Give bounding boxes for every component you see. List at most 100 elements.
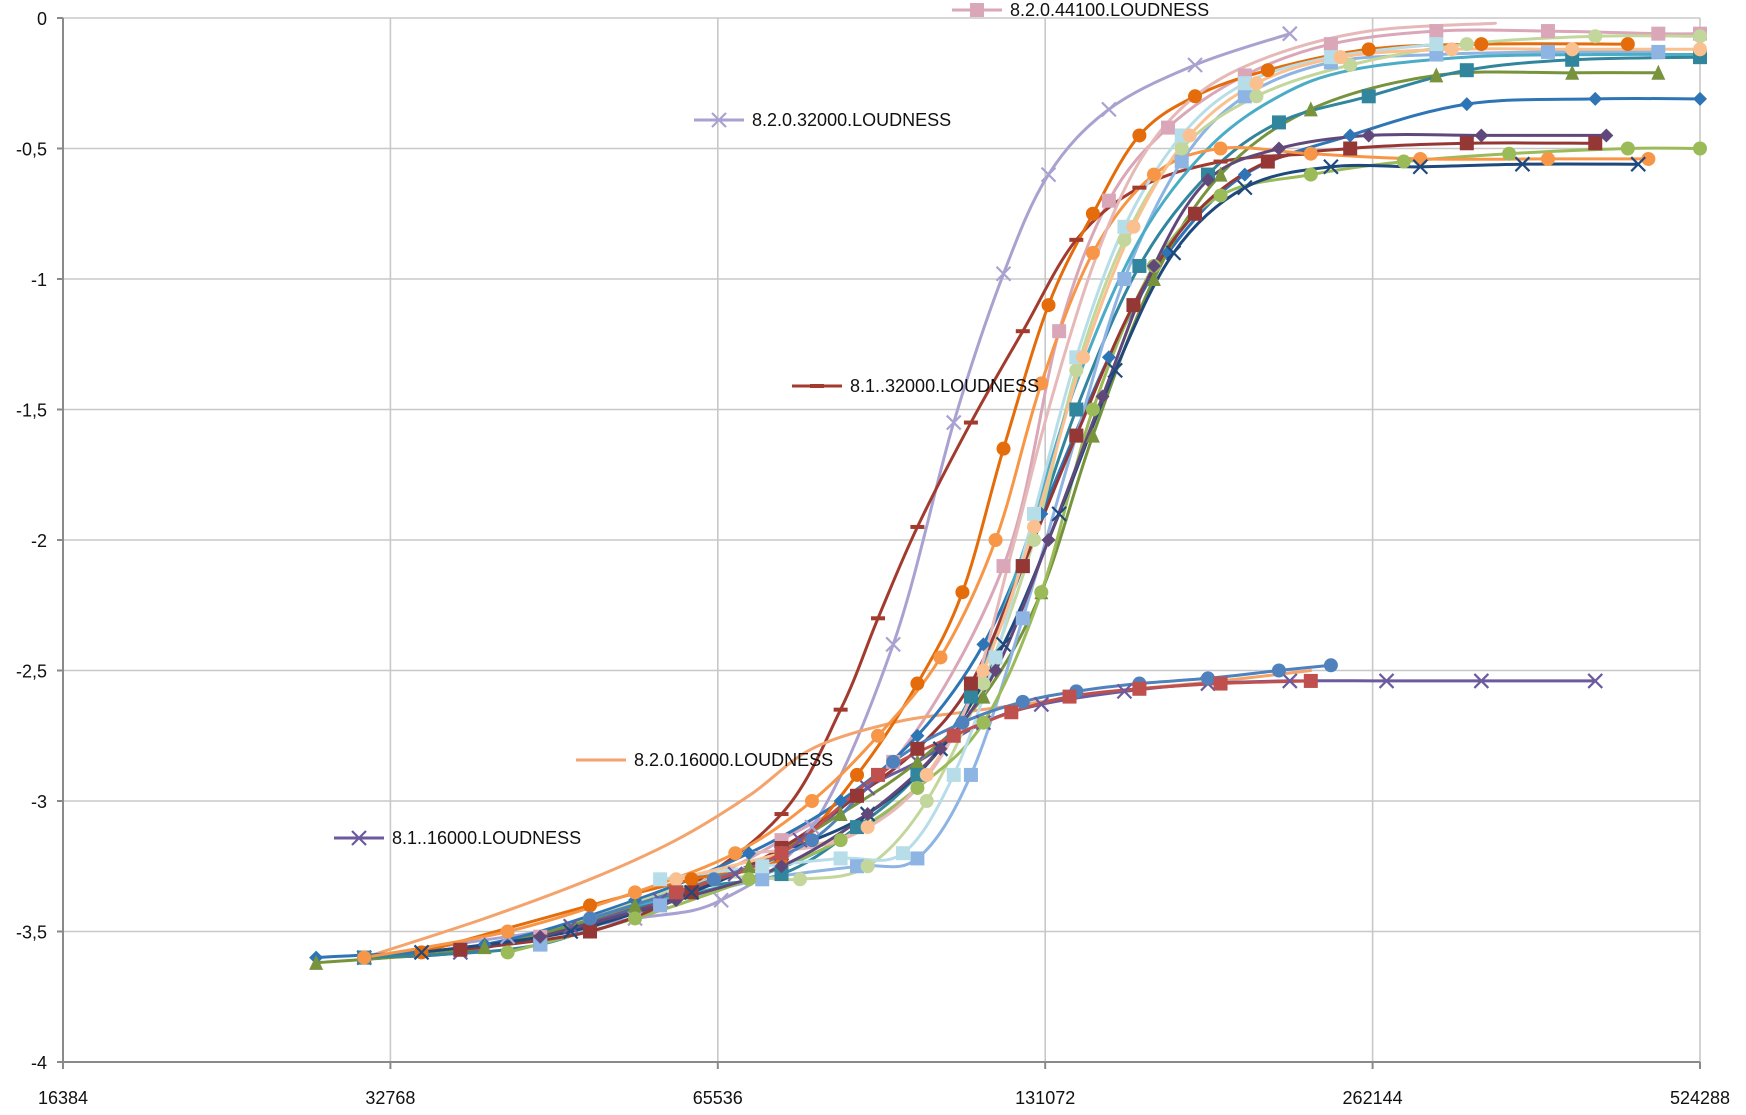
data-point-circle [1396, 154, 1411, 169]
data-point-square [1459, 63, 1474, 78]
data-point-square [774, 846, 789, 861]
data-point-x [995, 636, 1012, 653]
data-point-diamond [1237, 167, 1252, 182]
axes: 0 -0,5 -1 -1,5 -2 -2,5 -3 -3,5 -4 16384 32768 65536… [16, 9, 1730, 1108]
data-point-circle [706, 872, 721, 887]
data-point-circle [1620, 141, 1635, 156]
data-point-square [1015, 559, 1030, 574]
grid-lines [62, 17, 1701, 1063]
data-point-diamond [1095, 389, 1110, 404]
series-label-text: 8.1..32000.LOUDNESS [850, 376, 1039, 396]
series-label-text: 8.1..16000.LOUDNESS [392, 828, 581, 848]
data-point-square [970, 3, 984, 17]
data-point-x [1587, 673, 1604, 689]
data-point-x [562, 923, 579, 940]
data-point-x [1282, 25, 1298, 42]
data-point-diamond [1474, 128, 1489, 143]
series-markers [309, 24, 1707, 970]
data-point-dash [1132, 185, 1147, 190]
x-tick-label: 131072 [1015, 1088, 1075, 1108]
data-point-circle [1076, 350, 1091, 365]
data-point-circle [1213, 188, 1228, 203]
data-point-square [1237, 89, 1252, 104]
data-point-diamond [1101, 350, 1116, 365]
series-label-text: 8.2.0.44100.LOUDNESS [1010, 0, 1209, 20]
data-point-circle [1026, 533, 1041, 547]
data-point-circle [860, 820, 875, 835]
y-tick-label: -4 [31, 1053, 47, 1073]
series-line-0 [362, 28, 1702, 960]
data-point-circle [933, 650, 948, 665]
data-point-square [1588, 136, 1603, 151]
data-point-x [351, 830, 367, 846]
data-point-square [988, 650, 1003, 665]
y-tick-label: -1 [31, 270, 47, 290]
y-tick-label: -2,5 [16, 662, 47, 682]
data-point-square [755, 859, 770, 874]
data-point-circle [1041, 298, 1056, 313]
y-tick-label: -2 [31, 531, 47, 551]
data-point-x [1473, 673, 1490, 689]
data-point-square [946, 767, 961, 782]
data-point-diamond [910, 728, 925, 743]
data-point-circle [1015, 694, 1030, 709]
data-point-square [1015, 611, 1030, 626]
x-tick-label: 524288 [1670, 1088, 1730, 1108]
data-point-diamond [1693, 91, 1707, 106]
data-point-square [1213, 676, 1228, 691]
data-point-circle [955, 715, 970, 730]
data-point-x [413, 944, 430, 961]
data-point-circle [1146, 167, 1161, 182]
data-point-square [1323, 50, 1338, 65]
data-point-circle [1188, 89, 1203, 104]
data-point-square [1565, 52, 1580, 67]
data-point-square [996, 559, 1011, 574]
data-point-x [683, 884, 700, 901]
data-point-triangle [741, 858, 756, 874]
data-point-x [804, 819, 820, 835]
data-point-square [963, 767, 978, 782]
data-point-dash [810, 384, 824, 388]
data-point-x [1630, 156, 1646, 172]
data-point-circle [1303, 167, 1318, 182]
data-point-diamond [1200, 172, 1215, 187]
data-point-diamond [988, 663, 1003, 678]
data-point-circle [1182, 128, 1197, 143]
data-point-triangle [477, 939, 492, 955]
data-point-diamond [976, 637, 991, 652]
data-point-triangle [910, 753, 925, 769]
data-point-triangle [1146, 271, 1161, 286]
data-point-circle [741, 872, 756, 887]
data-point-square [1026, 506, 1041, 521]
series-label-4: 8.1..16000.LOUDNESS [334, 828, 581, 848]
data-point-circle [988, 533, 1003, 547]
data-point-circle [910, 780, 925, 795]
data-point-circle [1200, 671, 1215, 686]
data-point-square [1101, 193, 1116, 208]
data-point-circle [860, 859, 875, 874]
data-point-square [669, 885, 684, 900]
series-line-9 [538, 50, 1660, 946]
data-point-dash [1015, 329, 1030, 334]
data-point-diamond [1459, 97, 1474, 112]
data-point-square [774, 867, 789, 882]
data-point-diamond [1271, 141, 1286, 156]
data-point-square [1459, 136, 1474, 151]
data-point-square [1323, 37, 1338, 52]
data-point-triangle [976, 688, 991, 704]
data-point-circle [1126, 219, 1141, 234]
data-point-x [1051, 506, 1067, 522]
data-point-square [1069, 428, 1084, 443]
data-point-diamond [1041, 533, 1056, 547]
data-point-circle [1085, 206, 1100, 221]
data-point-square [1343, 141, 1358, 156]
data-point-x [1116, 683, 1133, 700]
data-point-square [1361, 89, 1376, 104]
data-point-square [910, 741, 925, 756]
data-point-diamond [860, 807, 875, 822]
data-point-x [1237, 179, 1253, 196]
x-tick-label: 262144 [1343, 1088, 1403, 1108]
data-point-diamond [533, 929, 548, 944]
data-point-circle [1117, 232, 1132, 247]
series-label-1: 8.2.0.32000.LOUDNESS [694, 110, 951, 130]
